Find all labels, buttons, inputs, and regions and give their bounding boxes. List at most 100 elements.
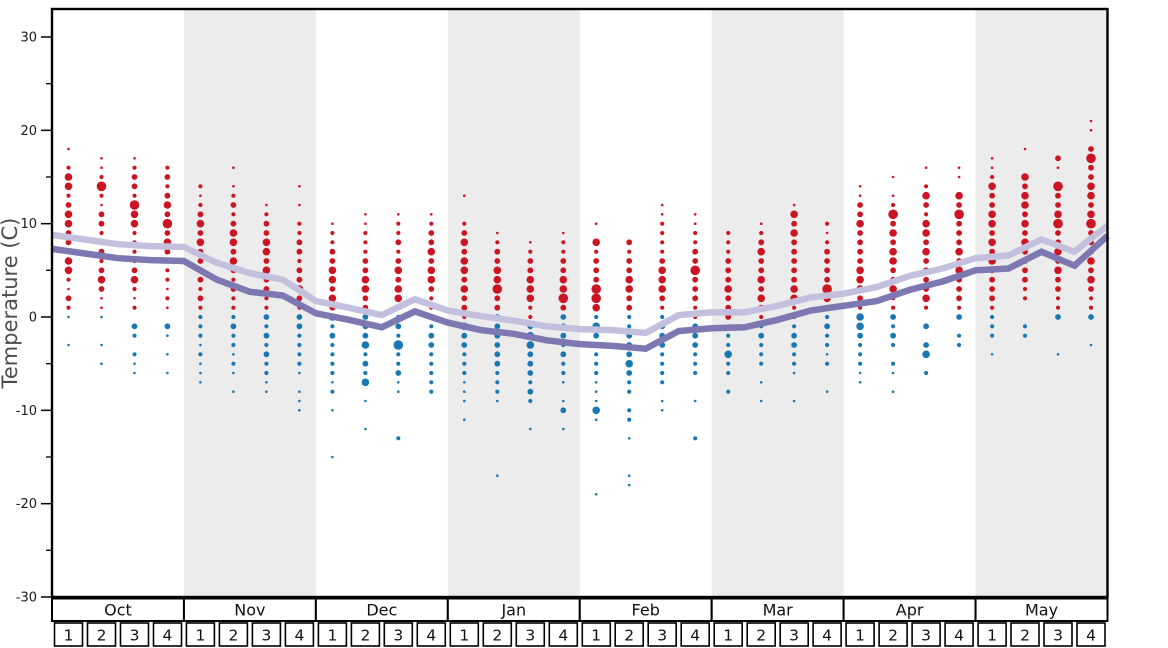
- y-axis: 30 20 10 0 -10 -20 -30: [16, 31, 52, 605]
- max-temp-dot: [1023, 147, 1027, 151]
- max-temp-dot: [230, 248, 237, 255]
- max-temp-dot: [891, 305, 896, 310]
- max-temp-dot: [989, 295, 995, 302]
- min-temp-dot: [924, 370, 929, 376]
- min-temp-dot: [759, 361, 764, 366]
- max-temp-dot: [132, 286, 137, 292]
- max-temp-dot: [67, 147, 70, 151]
- max-temp-dot: [130, 210, 139, 219]
- max-temp-dot: [64, 219, 73, 228]
- max-temp-dot: [430, 213, 433, 216]
- max-temp-dot: [198, 286, 203, 292]
- max-temp-dot: [460, 266, 469, 275]
- max-temp-dot: [1054, 266, 1062, 275]
- max-temp-dot: [924, 166, 928, 169]
- max-temp-dot: [956, 202, 962, 208]
- max-temp-dot: [1055, 296, 1061, 301]
- max-temp-dot: [1056, 166, 1060, 169]
- max-temp-dot: [923, 202, 929, 208]
- plot-border: [50, 7, 1109, 599]
- max-temp-dot: [791, 258, 797, 264]
- max-temp-dot: [394, 266, 403, 275]
- max-temp-dot: [1088, 164, 1094, 171]
- min-temp-dot: [792, 324, 797, 329]
- min-temp-dot: [792, 371, 796, 375]
- max-temp-dot: [1022, 211, 1028, 218]
- min-temp-dot: [330, 342, 335, 348]
- max-temp-dot: [198, 202, 203, 208]
- week-label: 1: [591, 627, 601, 645]
- plot-frame: [50, 7, 1109, 599]
- min-temp-dot: [264, 370, 269, 376]
- max-temp-dot: [922, 219, 930, 228]
- min-temp-dot: [759, 342, 764, 348]
- min-temp-dot: [561, 370, 566, 376]
- min-temp-dot: [858, 352, 863, 357]
- max-temp-dot: [1055, 305, 1061, 310]
- min-temp-dot: [463, 381, 466, 384]
- week-label: 1: [195, 627, 205, 645]
- max-temp-dot: [626, 258, 633, 264]
- max-temp-dot: [923, 276, 929, 283]
- max-temp-dot: [99, 193, 104, 198]
- max-temp-dot: [725, 267, 732, 274]
- min-temp-dot: [891, 371, 895, 375]
- max-temp-dot: [791, 276, 797, 283]
- min-temp-dot: [660, 370, 665, 376]
- max-temp-dot: [791, 220, 797, 227]
- max-temp-dot: [891, 175, 895, 179]
- lower-average-temperature-line: [51, 233, 1110, 353]
- max-temp-dot: [166, 287, 169, 291]
- max-temp-dot: [592, 303, 600, 312]
- max-temp-dot: [791, 248, 797, 255]
- max-temp-dot: [66, 193, 71, 198]
- min-temp-dot: [166, 371, 169, 375]
- min-temp-dot: [858, 361, 863, 366]
- max-temp-dot: [693, 305, 698, 310]
- max-temp-dot: [1053, 218, 1063, 229]
- max-temp-dot: [296, 276, 303, 283]
- week-cell-feb-3: [647, 622, 678, 647]
- max-temp-dot: [1022, 230, 1028, 236]
- min-temp-dot: [562, 399, 565, 403]
- week-cell-feb-4: [680, 622, 711, 647]
- max-temp-dot: [726, 249, 731, 254]
- min-temp-dot: [100, 343, 103, 347]
- max-temp-dot: [561, 249, 566, 254]
- max-temp-dot: [956, 239, 962, 246]
- y-tick-label: -20: [16, 497, 37, 512]
- max-temp-dot: [660, 203, 664, 207]
- min-temp-dot: [529, 427, 532, 431]
- min-temp-dot: [527, 388, 534, 395]
- min-temp-dot: [759, 381, 763, 384]
- dots-nov-w2: [229, 166, 238, 394]
- max-temp-dot: [133, 297, 136, 300]
- max-temp-dot: [990, 174, 995, 180]
- dots-may-w4: [1086, 119, 1096, 347]
- upper-average-temperature-line: [51, 222, 1110, 337]
- week-cell-jan-2: [482, 622, 513, 647]
- month-label: Nov: [234, 601, 265, 620]
- max-temp-dot: [461, 248, 468, 255]
- min-temp-dot: [627, 380, 632, 385]
- max-temp-dot: [792, 305, 797, 310]
- max-temp-dot: [659, 295, 666, 302]
- min-temp-dot: [494, 360, 501, 367]
- week-label: 3: [130, 627, 140, 645]
- min-temp-dot: [231, 342, 236, 348]
- min-temp-dot: [199, 371, 202, 375]
- max-temp-dot: [922, 191, 930, 200]
- min-temp-dot: [397, 381, 400, 384]
- max-temp-dot: [560, 267, 567, 274]
- min-temp-dot: [330, 324, 335, 329]
- max-temp-dot: [790, 285, 798, 293]
- max-temp-dot: [825, 231, 829, 235]
- max-temp-dot: [527, 267, 534, 274]
- min-temp-dot: [660, 380, 665, 385]
- dots-may-w3: [1053, 155, 1063, 356]
- max-temp-dot: [659, 258, 666, 264]
- min-temp-dot: [990, 333, 995, 338]
- max-temp-dot: [790, 210, 798, 219]
- dots-apr-w4: [954, 166, 964, 348]
- min-temp-dot: [957, 342, 962, 348]
